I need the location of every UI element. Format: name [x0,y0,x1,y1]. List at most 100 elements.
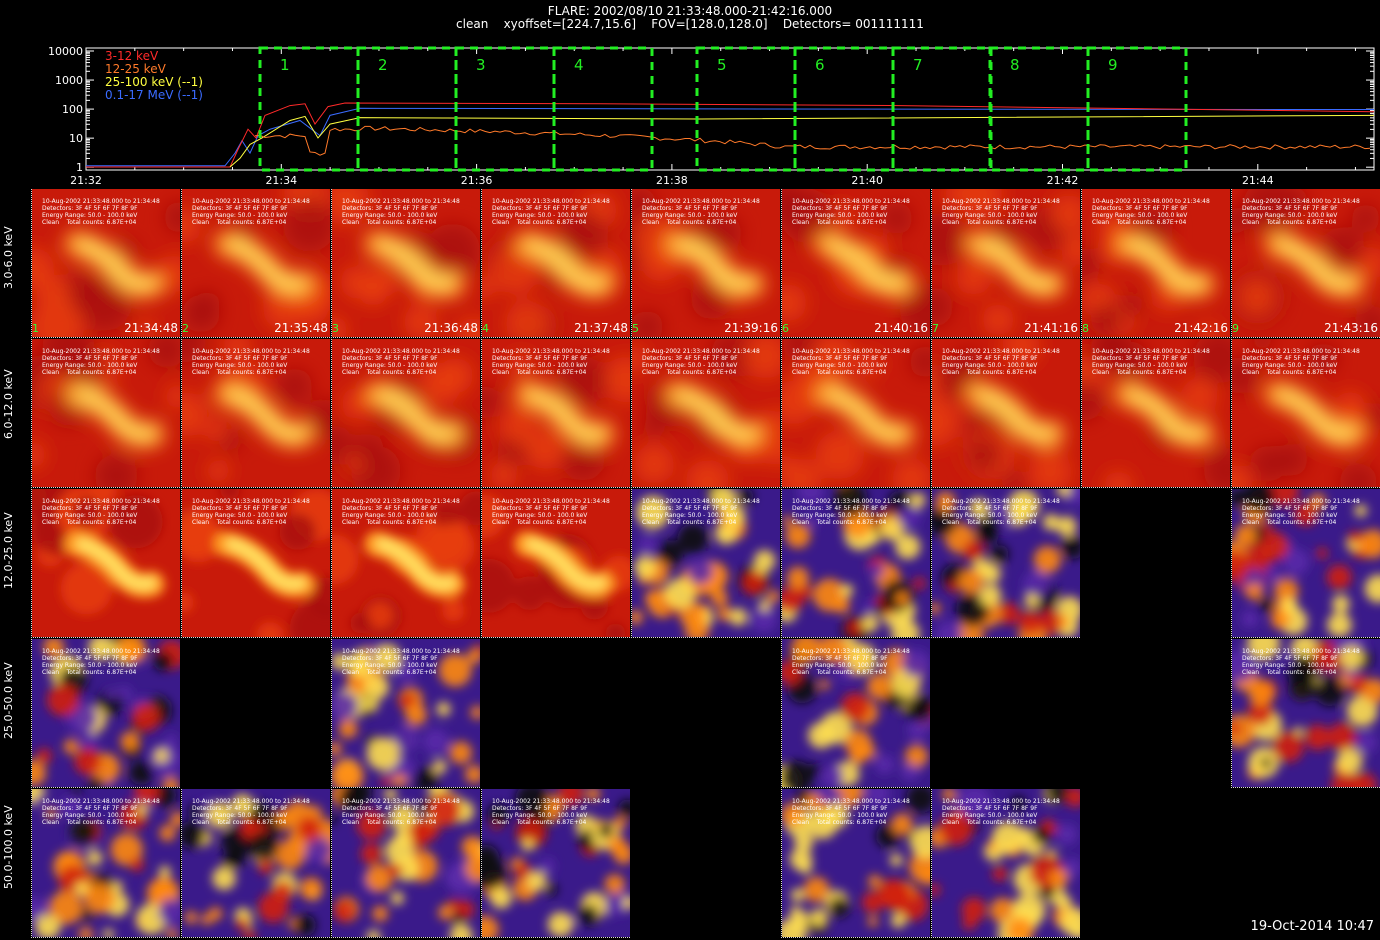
annotation-line: Detectors: 3F 4F 5F 6F 7F 8F 9F [342,355,438,362]
image-tile[interactable]: 10-Aug-2002 21:33:48.000 to 21:34:48 Dete… [631,489,780,638]
tile-annotation: 10-Aug-2002 21:33:48.000 to 21:34:48 Dete… [792,648,910,676]
image-tile[interactable]: 10-Aug-2002 21:33:48.000 to 21:34:48 Dete… [331,189,480,338]
image-tile[interactable]: 10-Aug-2002 21:33:48.000 to 21:34:48 Dete… [331,789,480,938]
row-label-container: 12.0-25.0 keV [2,512,22,609]
annotation-line: 10-Aug-2002 21:33:48.000 to 21:34:48 [492,348,610,355]
tile-annotation: 10-Aug-2002 21:33:48.000 to 21:34:48 Dete… [1242,198,1360,226]
annotation-line: Clean Total counts: 6.87E+04 [792,669,887,676]
tile-annotation: 10-Aug-2002 21:33:48.000 to 21:34:48 Dete… [342,498,460,526]
annotation-line: 10-Aug-2002 21:33:48.000 to 21:34:48 [1242,648,1360,655]
row-label: 12.0-25.0 keV [2,512,15,589]
annotation-line: Clean Total counts: 6.87E+04 [1092,369,1187,376]
tile-annotation: 10-Aug-2002 21:33:48.000 to 21:34:48 Dete… [192,198,310,226]
annotation-line: Energy Range: 50.0 - 100.0 keV [42,212,138,219]
image-tile[interactable]: 10-Aug-2002 21:33:48.000 to 21:34:48 Dete… [181,789,330,938]
x-tick-label: 21:40 [851,174,883,187]
image-tile[interactable]: 10-Aug-2002 21:33:48.000 to 21:34:48 Dete… [31,489,180,638]
image-tile[interactable]: 10-Aug-2002 21:33:48.000 to 21:34:48 Dete… [781,339,930,488]
row-label-container: 6.0-12.0 keV [2,369,22,459]
image-tile[interactable]: 10-Aug-2002 21:33:48.000 to 21:34:48 Dete… [481,789,630,938]
annotation-line: Detectors: 3F 4F 5F 6F 7F 8F 9F [792,805,888,812]
tile-annotation: 10-Aug-2002 21:33:48.000 to 21:34:48 Dete… [492,798,610,826]
annotation-line: Detectors: 3F 4F 5F 6F 7F 8F 9F [642,505,738,512]
x-tick-label: 21:36 [461,174,493,187]
image-tile[interactable]: 10-Aug-2002 21:33:48.000 to 21:34:48 Dete… [1231,339,1380,488]
image-tile[interactable]: 10-Aug-2002 21:33:48.000 to 21:34:48 Dete… [931,339,1080,488]
image-tile[interactable]: 10-Aug-2002 21:33:48.000 to 21:34:48 Dete… [931,789,1080,938]
image-tile[interactable]: 10-Aug-2002 21:33:48.000 to 21:34:48 Dete… [781,789,930,938]
image-tile[interactable]: 10-Aug-2002 21:33:48.000 to 21:34:48 Dete… [781,639,930,788]
image-tile[interactable]: 10-Aug-2002 21:33:48.000 to 21:34:48 Dete… [1081,339,1230,488]
image-tile[interactable]: 10-Aug-2002 21:33:48.000 to 21:34:48 Dete… [31,339,180,488]
image-tile[interactable]: 10-Aug-2002 21:33:48.000 to 21:34:48 Dete… [481,189,630,338]
date-stamp: 19-Oct-2014 10:47 [1250,919,1374,934]
image-tile[interactable]: 10-Aug-2002 21:33:48.000 to 21:34:48 Dete… [781,189,930,338]
series-line [86,102,1375,168]
image-tile[interactable]: 10-Aug-2002 21:33:48.000 to 21:34:48 Dete… [481,489,630,638]
annotation-line: Clean Total counts: 6.87E+04 [1242,519,1337,526]
image-tile[interactable]: 10-Aug-2002 21:33:48.000 to 21:34:48 Dete… [631,339,780,488]
annotation-line: Energy Range: 50.0 - 100.0 keV [192,512,288,519]
annotation-line: Clean Total counts: 6.87E+04 [1242,669,1337,676]
interval-label: 6 [815,56,825,74]
annotation-line: Clean Total counts: 6.87E+04 [942,369,1037,376]
annotation-line: Detectors: 3F 4F 5F 6F 7F 8F 9F [492,205,588,212]
image-tile[interactable]: 10-Aug-2002 21:33:48.000 to 21:34:48 Dete… [931,489,1080,638]
interval-label: 1 [280,56,290,74]
annotation-line: Detectors: 3F 4F 5F 6F 7F 8F 9F [792,505,888,512]
annotation-line: Energy Range: 50.0 - 100.0 keV [492,812,588,819]
image-tile[interactable]: 10-Aug-2002 21:33:48.000 to 21:34:48 Dete… [31,189,180,338]
annotation-line: Energy Range: 50.0 - 100.0 keV [942,362,1038,369]
tile-annotation: 10-Aug-2002 21:33:48.000 to 21:34:48 Dete… [942,798,1060,826]
annotation-line: Detectors: 3F 4F 5F 6F 7F 8F 9F [1092,355,1188,362]
annotation-line: Detectors: 3F 4F 5F 6F 7F 8F 9F [492,505,588,512]
image-tile[interactable]: 10-Aug-2002 21:33:48.000 to 21:34:48 Dete… [631,189,780,338]
annotation-line: 10-Aug-2002 21:33:48.000 to 21:34:48 [1242,198,1360,205]
image-tile[interactable]: 10-Aug-2002 21:33:48.000 to 21:34:48 Dete… [931,189,1080,338]
y-tick-label: 1000 [55,74,83,87]
image-tile[interactable]: 10-Aug-2002 21:33:48.000 to 21:34:48 Dete… [331,639,480,788]
annotation-line: 10-Aug-2002 21:33:48.000 to 21:34:48 [792,648,910,655]
annotation-line: Clean Total counts: 6.87E+04 [42,219,137,226]
interval-label: 4 [574,56,584,74]
tile-time: 21:42:16 [1174,321,1228,335]
y-tick-label: 100 [62,103,83,116]
annotation-line: Energy Range: 50.0 - 100.0 keV [342,362,438,369]
image-tile[interactable]: 10-Aug-2002 21:33:48.000 to 21:34:48 Dete… [331,339,480,488]
image-tile[interactable]: 10-Aug-2002 21:33:48.000 to 21:34:48 Dete… [181,339,330,488]
image-tile[interactable]: 10-Aug-2002 21:33:48.000 to 21:34:48 Dete… [331,489,480,638]
image-tile[interactable]: 10-Aug-2002 21:33:48.000 to 21:34:48 Dete… [781,489,930,638]
annotation-line: 10-Aug-2002 21:33:48.000 to 21:34:48 [642,198,760,205]
image-tile[interactable]: 10-Aug-2002 21:33:48.000 to 21:34:48 Dete… [1081,189,1230,338]
tile-annotation: 10-Aug-2002 21:33:48.000 to 21:34:48 Dete… [642,198,760,226]
annotation-line: 10-Aug-2002 21:33:48.000 to 21:34:48 [942,348,1060,355]
annotation-line: Clean Total counts: 6.87E+04 [642,219,737,226]
x-tick-label: 21:42 [1047,174,1079,187]
image-tile[interactable]: 10-Aug-2002 21:33:48.000 to 21:34:48 Dete… [1231,189,1380,338]
annotation-line: Energy Range: 50.0 - 100.0 keV [342,512,438,519]
tile-annotation: 10-Aug-2002 21:33:48.000 to 21:34:48 Dete… [342,648,460,676]
annotation-line: 10-Aug-2002 21:33:48.000 to 21:34:48 [642,498,760,505]
annotation-line: Detectors: 3F 4F 5F 6F 7F 8F 9F [942,355,1038,362]
image-tile[interactable]: 10-Aug-2002 21:33:48.000 to 21:34:48 Dete… [181,189,330,338]
tile-annotation: 10-Aug-2002 21:33:48.000 to 21:34:48 Dete… [642,498,760,526]
image-tile[interactable]: 10-Aug-2002 21:33:48.000 to 21:34:48 Dete… [481,339,630,488]
annotation-line: 10-Aug-2002 21:33:48.000 to 21:34:48 [1092,198,1210,205]
tile-annotation: 10-Aug-2002 21:33:48.000 to 21:34:48 Dete… [192,498,310,526]
image-tile[interactable]: 10-Aug-2002 21:33:48.000 to 21:34:48 Dete… [181,489,330,638]
row-label-container: 50.0-100.0 keV [2,805,22,909]
image-tile[interactable]: 10-Aug-2002 21:33:48.000 to 21:34:48 Dete… [1231,489,1380,638]
tile-time: 21:40:16 [874,321,928,335]
annotation-line: Energy Range: 50.0 - 100.0 keV [492,212,588,219]
legend-entry: 3-12 keV [105,49,159,63]
tile-annotation: 10-Aug-2002 21:33:48.000 to 21:34:48 Dete… [642,348,760,376]
image-tile[interactable]: 10-Aug-2002 21:33:48.000 to 21:34:48 Dete… [31,789,180,938]
annotation-line: Clean Total counts: 6.87E+04 [192,219,287,226]
annotation-line: 10-Aug-2002 21:33:48.000 to 21:34:48 [492,498,610,505]
annotation-line: Detectors: 3F 4F 5F 6F 7F 8F 9F [792,355,888,362]
image-tile[interactable]: 10-Aug-2002 21:33:48.000 to 21:34:48 Dete… [1231,639,1380,788]
image-tile[interactable]: 10-Aug-2002 21:33:48.000 to 21:34:48 Dete… [31,639,180,788]
tile-annotation: 10-Aug-2002 21:33:48.000 to 21:34:48 Dete… [1242,648,1360,676]
annotation-line: Energy Range: 50.0 - 100.0 keV [492,512,588,519]
